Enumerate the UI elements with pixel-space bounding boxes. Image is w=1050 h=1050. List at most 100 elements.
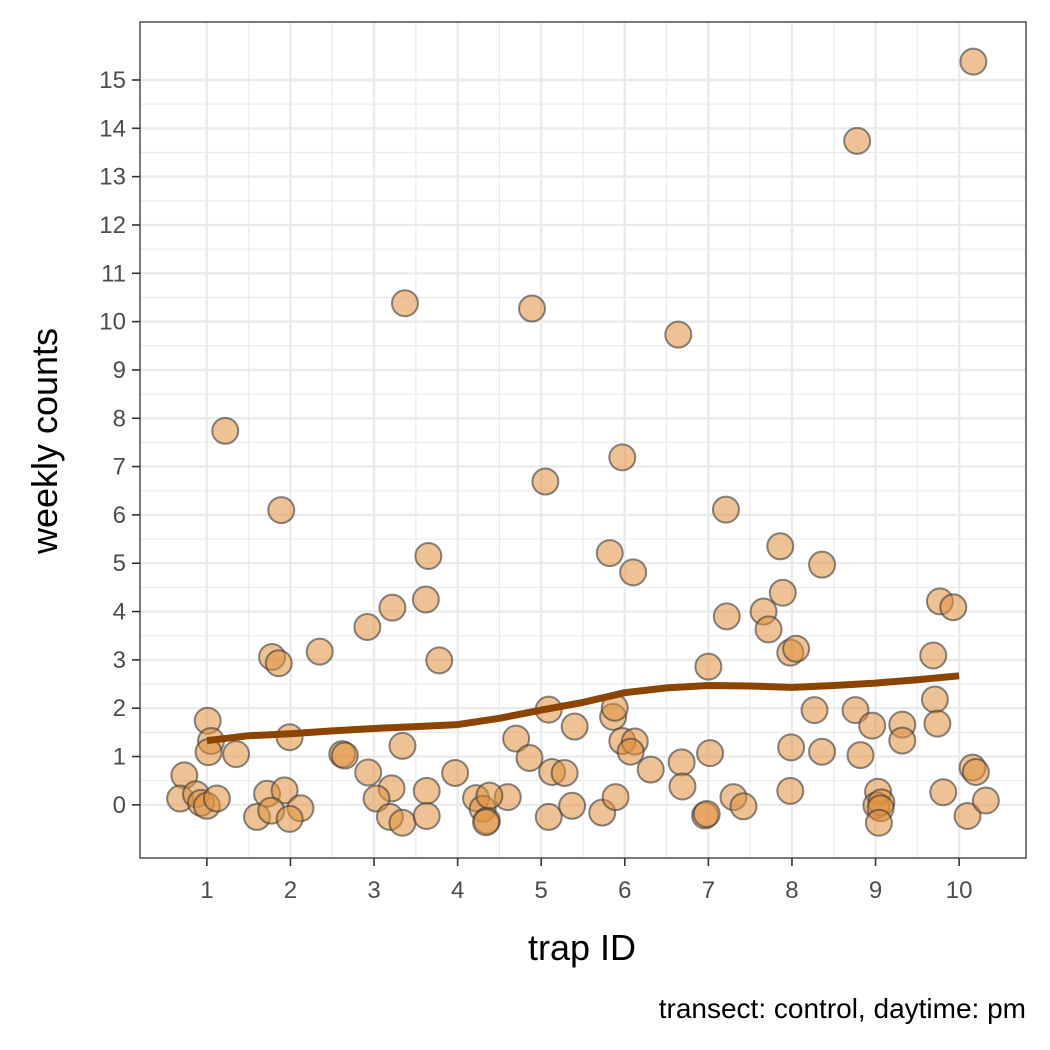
data-point: [782, 634, 811, 663]
data-point: [211, 416, 240, 445]
data-point: [518, 294, 547, 323]
data-point: [800, 696, 829, 725]
data-point: [696, 739, 725, 768]
data-point: [275, 804, 304, 833]
data-point: [959, 47, 988, 76]
x-axis: 1 2 3 4 5 6 7 8 9 10: [200, 858, 972, 904]
data-point: [412, 801, 441, 830]
data-point: [601, 783, 630, 812]
data-point: [388, 731, 417, 760]
data-point: [692, 800, 721, 829]
data-point: [472, 808, 501, 837]
data-point: [330, 741, 359, 770]
x-tick-label: 5: [535, 877, 548, 904]
x-tick-label: 7: [702, 877, 715, 904]
data-point: [919, 641, 948, 670]
y-tick-label: 2: [113, 695, 126, 722]
x-tick-label: 2: [284, 877, 297, 904]
data-point: [777, 733, 806, 762]
data-point: [808, 550, 837, 579]
data-point: [202, 784, 231, 813]
data-point: [888, 726, 917, 755]
x-tick-label: 3: [367, 877, 380, 904]
data-point: [711, 495, 740, 524]
data-point: [270, 776, 299, 805]
y-tick-label: 15: [99, 67, 126, 94]
data-point: [441, 758, 470, 787]
chart-caption: transect: control, daytime: pm: [659, 993, 1026, 1024]
data-point: [388, 808, 417, 837]
data-point: [712, 602, 741, 631]
data-point: [864, 808, 893, 837]
data-point: [425, 646, 454, 675]
data-point: [766, 532, 795, 561]
x-tick-label: 8: [785, 877, 798, 904]
y-tick-label: 3: [113, 647, 126, 674]
data-point: [939, 593, 968, 622]
data-point: [390, 289, 419, 318]
data-point: [354, 758, 383, 787]
data-point: [515, 743, 544, 772]
y-tick-label: 10: [99, 309, 126, 336]
grid-lines: [140, 22, 1026, 858]
data-point: [971, 786, 1000, 815]
y-tick-label: 6: [113, 502, 126, 529]
data-point: [636, 755, 665, 784]
y-tick-label: 13: [99, 164, 126, 191]
data-point: [267, 496, 296, 525]
data-point: [920, 685, 949, 714]
data-point: [843, 126, 872, 155]
data-point: [776, 776, 805, 805]
data-point: [353, 613, 382, 642]
data-point: [531, 467, 560, 496]
y-tick-label: 4: [113, 599, 126, 626]
y-tick-label: 5: [113, 550, 126, 577]
data-point: [667, 748, 696, 777]
data-point: [411, 585, 440, 614]
data-point: [560, 712, 589, 741]
x-tick-label: 10: [946, 877, 973, 904]
data-point: [694, 652, 723, 681]
data-point: [558, 791, 587, 820]
y-tick-label: 12: [99, 212, 126, 239]
data-point: [619, 558, 648, 587]
panel-border: [139, 21, 1027, 859]
y-axis-title: weekly counts: [24, 328, 65, 555]
x-tick-label: 9: [869, 877, 882, 904]
trend-line: [206, 672, 960, 745]
data-point: [729, 792, 758, 821]
data-point: [923, 709, 952, 738]
data-points: [166, 47, 1000, 837]
data-point: [412, 776, 441, 805]
x-axis-title: trap ID: [528, 927, 636, 968]
y-tick-label: 14: [99, 115, 126, 142]
data-point: [475, 781, 504, 810]
data-point: [616, 737, 645, 766]
trend-line-group: [206, 672, 960, 745]
y-tick-label: 9: [113, 357, 126, 384]
data-point: [768, 578, 797, 607]
data-point: [929, 778, 958, 807]
data-point: [664, 320, 693, 349]
x-tick-label: 6: [618, 877, 631, 904]
y-tick-label: 0: [113, 792, 126, 819]
data-point: [222, 740, 251, 769]
y-tick-label: 7: [113, 454, 126, 481]
data-point: [808, 737, 837, 766]
data-point: [550, 758, 579, 787]
x-tick-label: 1: [200, 877, 213, 904]
data-point: [608, 443, 637, 472]
x-tick-label: 4: [451, 877, 464, 904]
data-point: [595, 539, 624, 568]
data-point: [961, 757, 990, 786]
data-point: [534, 802, 563, 831]
data-point: [264, 649, 293, 678]
data-point: [953, 801, 982, 830]
data-point: [502, 724, 531, 753]
y-tick-label: 1: [113, 744, 126, 771]
y-tick-label: 11: [101, 260, 126, 287]
data-point: [305, 637, 334, 666]
